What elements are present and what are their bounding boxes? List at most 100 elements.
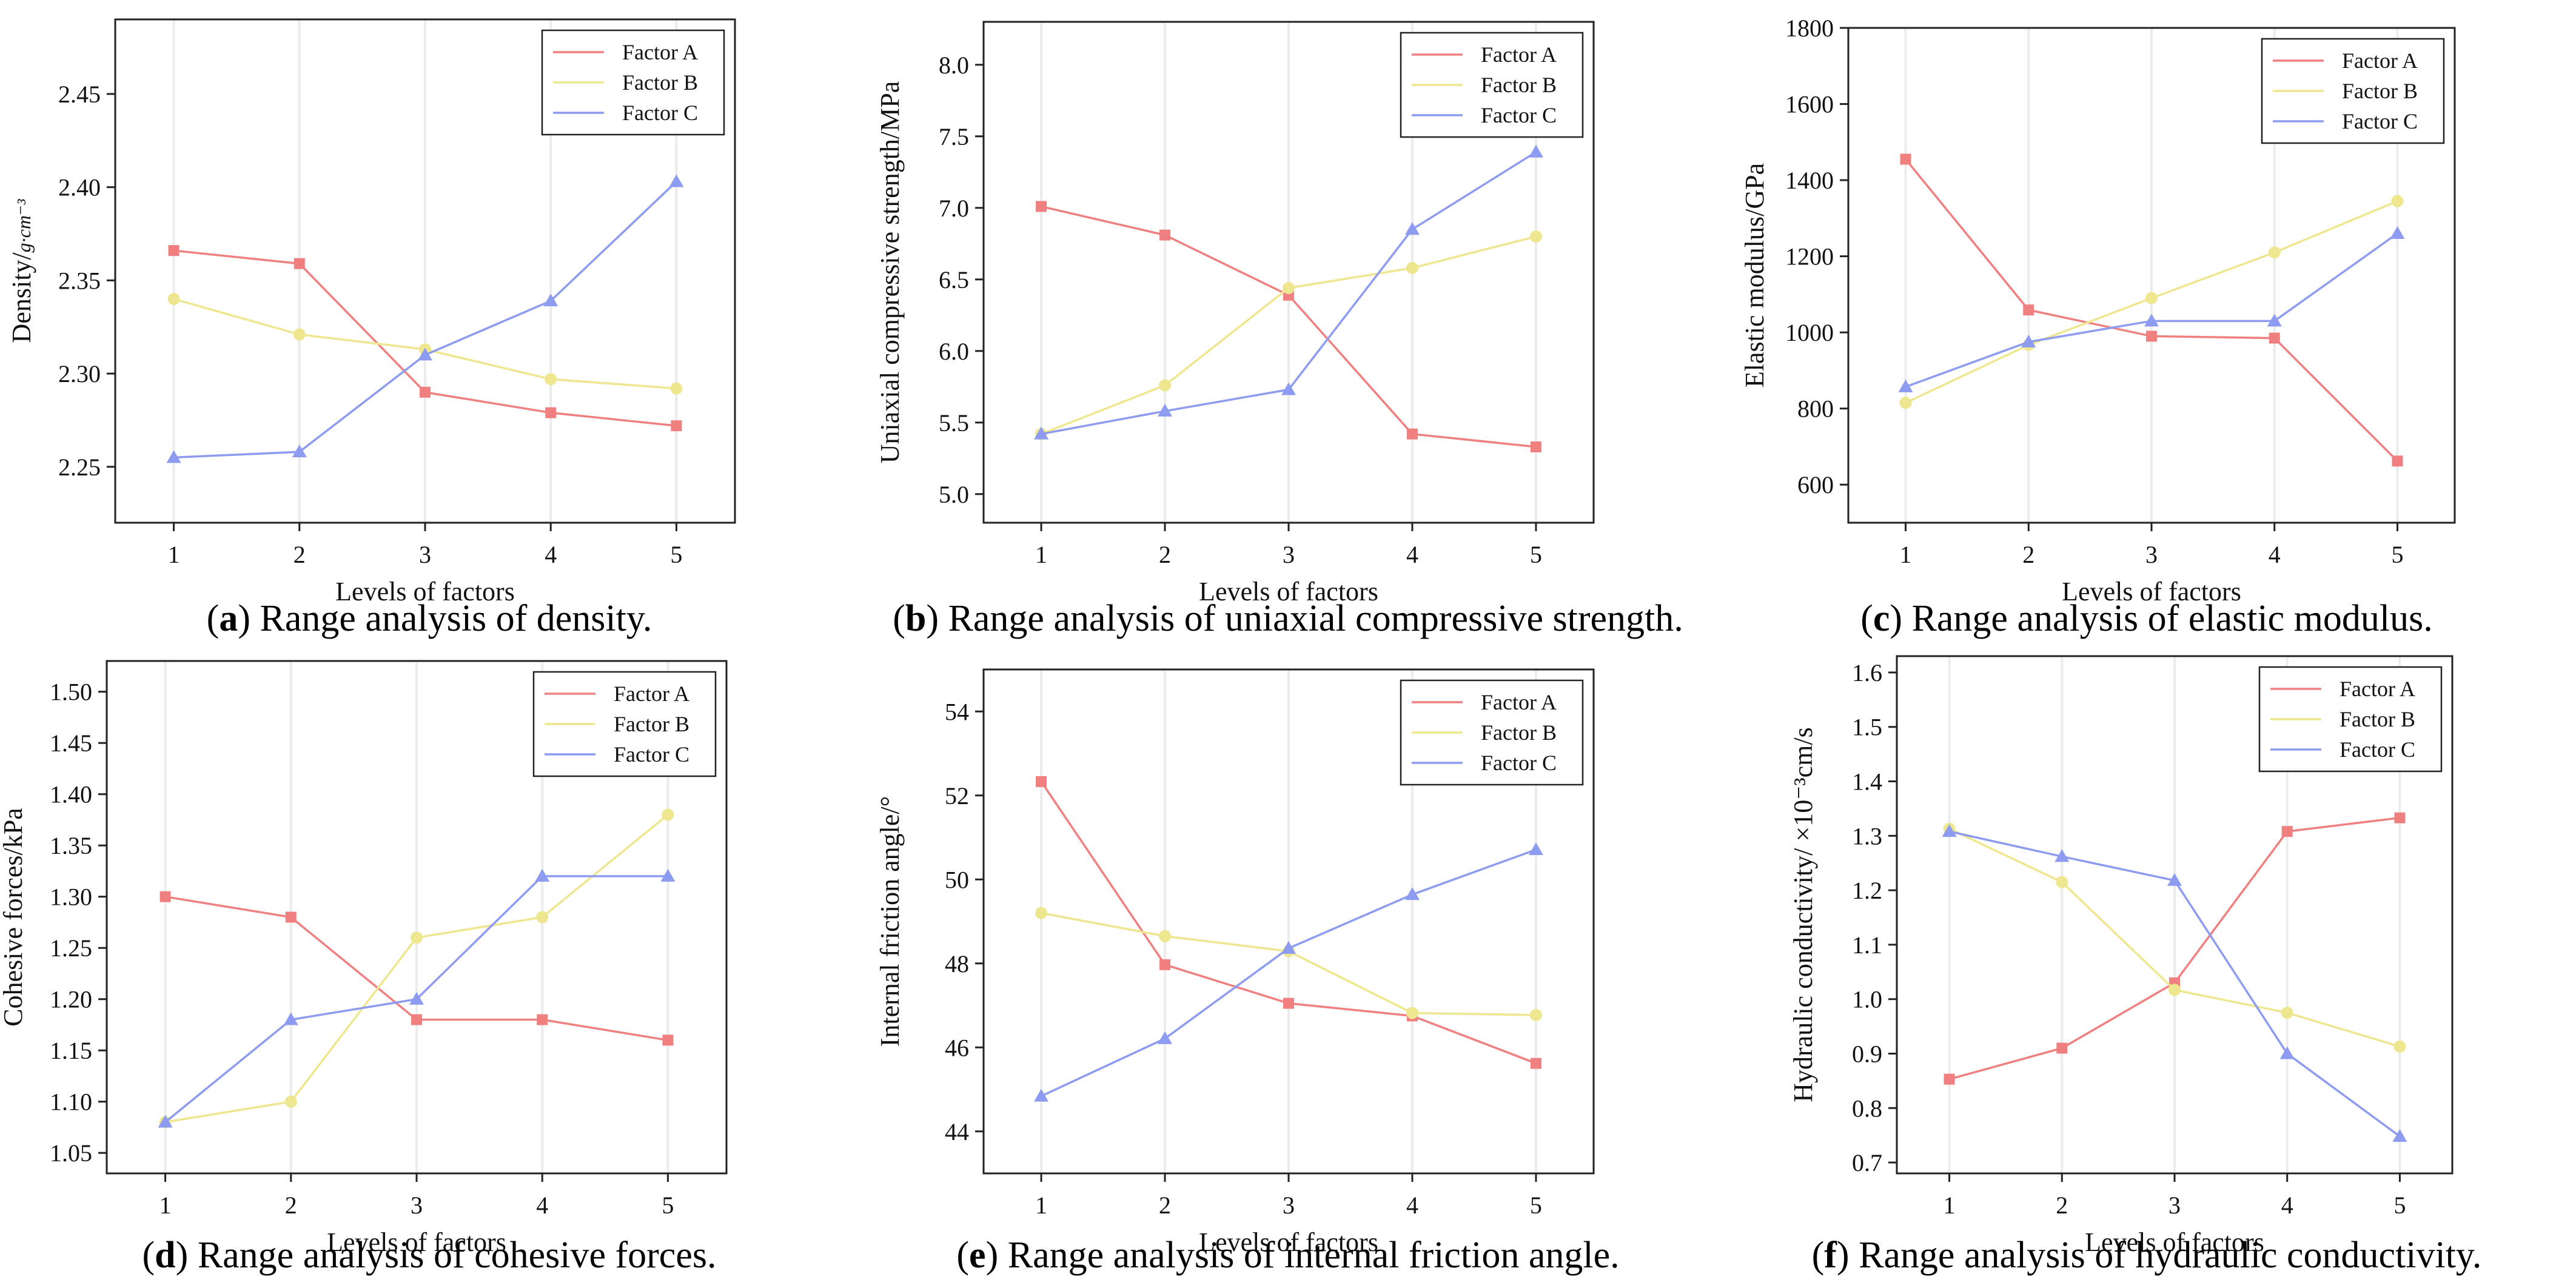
data-point [1899, 397, 1912, 409]
x-tick-label: 1 [1035, 1192, 1047, 1219]
y-tick-label: 8.0 [939, 52, 969, 79]
caption-text: Range analysis of hydraulic conductivity… [1859, 1235, 2482, 1276]
x-axis-label: Levels of factors [2062, 577, 2241, 606]
y-tick-label: 1.2 [1852, 877, 1882, 904]
x-axis-label: Levels of factors [335, 577, 515, 606]
caption-uniaxial-compressive-strength: (b) Range analysis of uniaxial compressi… [893, 598, 1683, 639]
x-tick-label: 3 [1283, 541, 1295, 568]
y-axis-label-text: Cohesive forces/kPa [0, 808, 28, 1026]
y-tick-label: 1600 [1785, 91, 1834, 118]
y-tick-label: 1000 [1785, 319, 1834, 346]
y-tick-label: 1.05 [50, 1139, 92, 1167]
legend-label: Factor B [1481, 73, 1557, 97]
x-tick-label: 2 [1159, 1192, 1171, 1219]
y-axis-label: Cohesive forces/kPa [0, 808, 28, 1026]
data-point [2279, 1046, 2295, 1059]
data-point [1034, 426, 1049, 440]
x-tick-label: 5 [662, 1192, 674, 1219]
chart-internal-friction-angle: 1 2 3 4 5 Levels of factors 44 46 48 50 52 54 Intern… [875, 668, 1595, 1257]
caption-elastic-modulus: (c) Range analysis of elastic modulus. [1860, 598, 2433, 639]
y-tick-label: 1.50 [50, 679, 92, 706]
legend-label: Factor C [614, 742, 689, 766]
x-tick-label: 5 [1530, 541, 1542, 568]
y-axis-label-unit: g·cm⁻³ [13, 199, 35, 252]
y-tick-label: 7.0 [939, 195, 969, 222]
y-axis-label-text: Density/ [7, 252, 36, 343]
legend-label: Factor A [1481, 42, 1557, 67]
series-factor-a [168, 245, 682, 432]
legend: Factor A Factor B Factor C [532, 671, 717, 777]
data-point [660, 868, 676, 882]
data-point [1406, 428, 1418, 440]
data-point [1159, 229, 1171, 241]
data-point [1898, 379, 1913, 392]
x-tick-label: 2 [293, 541, 306, 568]
y-tick-label: 1.35 [50, 832, 92, 859]
data-point [1529, 230, 1542, 243]
y-tick-label: 5.5 [939, 409, 969, 437]
data-point [159, 891, 171, 902]
x-tick-label: 4 [545, 541, 557, 568]
x-tick-label: 1 [159, 1192, 172, 1219]
x-tick-label: 3 [1283, 1192, 1295, 1219]
series-factor-b [1943, 822, 2406, 1053]
legend: Factor A Factor B Factor C [2261, 38, 2445, 144]
data-point [2056, 1042, 2068, 1054]
data-point [285, 911, 297, 923]
series-factor-c [1942, 824, 2407, 1142]
x-axis: 1 2 3 4 5 [1035, 1173, 1542, 1219]
data-point [411, 931, 423, 944]
y-tick-label: 0.9 [1852, 1040, 1882, 1067]
x-axis: 1 2 3 4 5 [159, 1173, 674, 1219]
y-tick-label: 2.40 [58, 174, 101, 201]
data-point [670, 382, 683, 395]
data-point [1404, 887, 1420, 901]
caption-letter: d [155, 1235, 176, 1276]
x-tick-label: 5 [2393, 1192, 2406, 1219]
x-axis-label: Levels of factors [1199, 577, 1378, 606]
y-tick-label: 1.4 [1852, 768, 1882, 796]
data-point [1158, 403, 1173, 417]
data-point [2269, 332, 2280, 344]
caption-letter: e [969, 1235, 986, 1276]
data-point [2146, 330, 2157, 342]
caption-density: (a) Range analysis of density. [206, 598, 652, 639]
data-point [1034, 1088, 1049, 1102]
data-point [1283, 998, 1294, 1009]
legend: Factor A Factor B Factor C [1400, 32, 1584, 138]
data-point [292, 444, 307, 458]
y-axis: 44 46 48 50 52 54 [945, 698, 984, 1145]
data-point [662, 1035, 674, 1046]
legend-label: Factor C [1481, 103, 1557, 127]
data-point [2056, 876, 2068, 888]
chart-f-root: 1 2 3 4 5 Levels of factors 0.7 0.8 0.9 1.0 1.1 1.2… [1788, 655, 2454, 1257]
y-tick-label: 1.6 [1852, 659, 1882, 686]
x-tick-label: 2 [1159, 541, 1171, 568]
y-tick-label: 1.0 [1852, 986, 1882, 1013]
data-point [420, 386, 431, 398]
y-axis-label-text: Internal friction angle/° [875, 796, 905, 1047]
caption-text: Range analysis of density. [260, 598, 652, 639]
y-tick-label: 1800 [1785, 15, 1834, 42]
x-axis-label: Levels of factors [1199, 1227, 1378, 1257]
caption-text: Range analysis of elastic modulus. [1911, 598, 2433, 639]
data-point [1530, 441, 1541, 452]
x-tick-label: 3 [411, 1192, 423, 1219]
data-point [166, 450, 181, 463]
data-point [1404, 222, 1420, 235]
legend: Factor A Factor B Factor C [2258, 666, 2443, 773]
y-axis-label: Uniaxial compressive strength/MPa [875, 81, 905, 464]
x-tick-label: 3 [2168, 1192, 2181, 1219]
y-tick-label: 0.8 [1852, 1095, 1882, 1122]
y-tick-label: 6.5 [939, 266, 969, 293]
y-tick-label: 52 [945, 782, 969, 810]
data-point [293, 258, 305, 269]
y-tick-label: 1.20 [50, 986, 92, 1013]
data-point [409, 991, 424, 1005]
y-tick-label: 1.40 [50, 781, 92, 808]
y-axis-label: Hydraulic conductivity/ ×10⁻³cm/s [1788, 727, 1818, 1102]
y-tick-label: 2.45 [58, 81, 101, 108]
data-point [535, 868, 550, 882]
